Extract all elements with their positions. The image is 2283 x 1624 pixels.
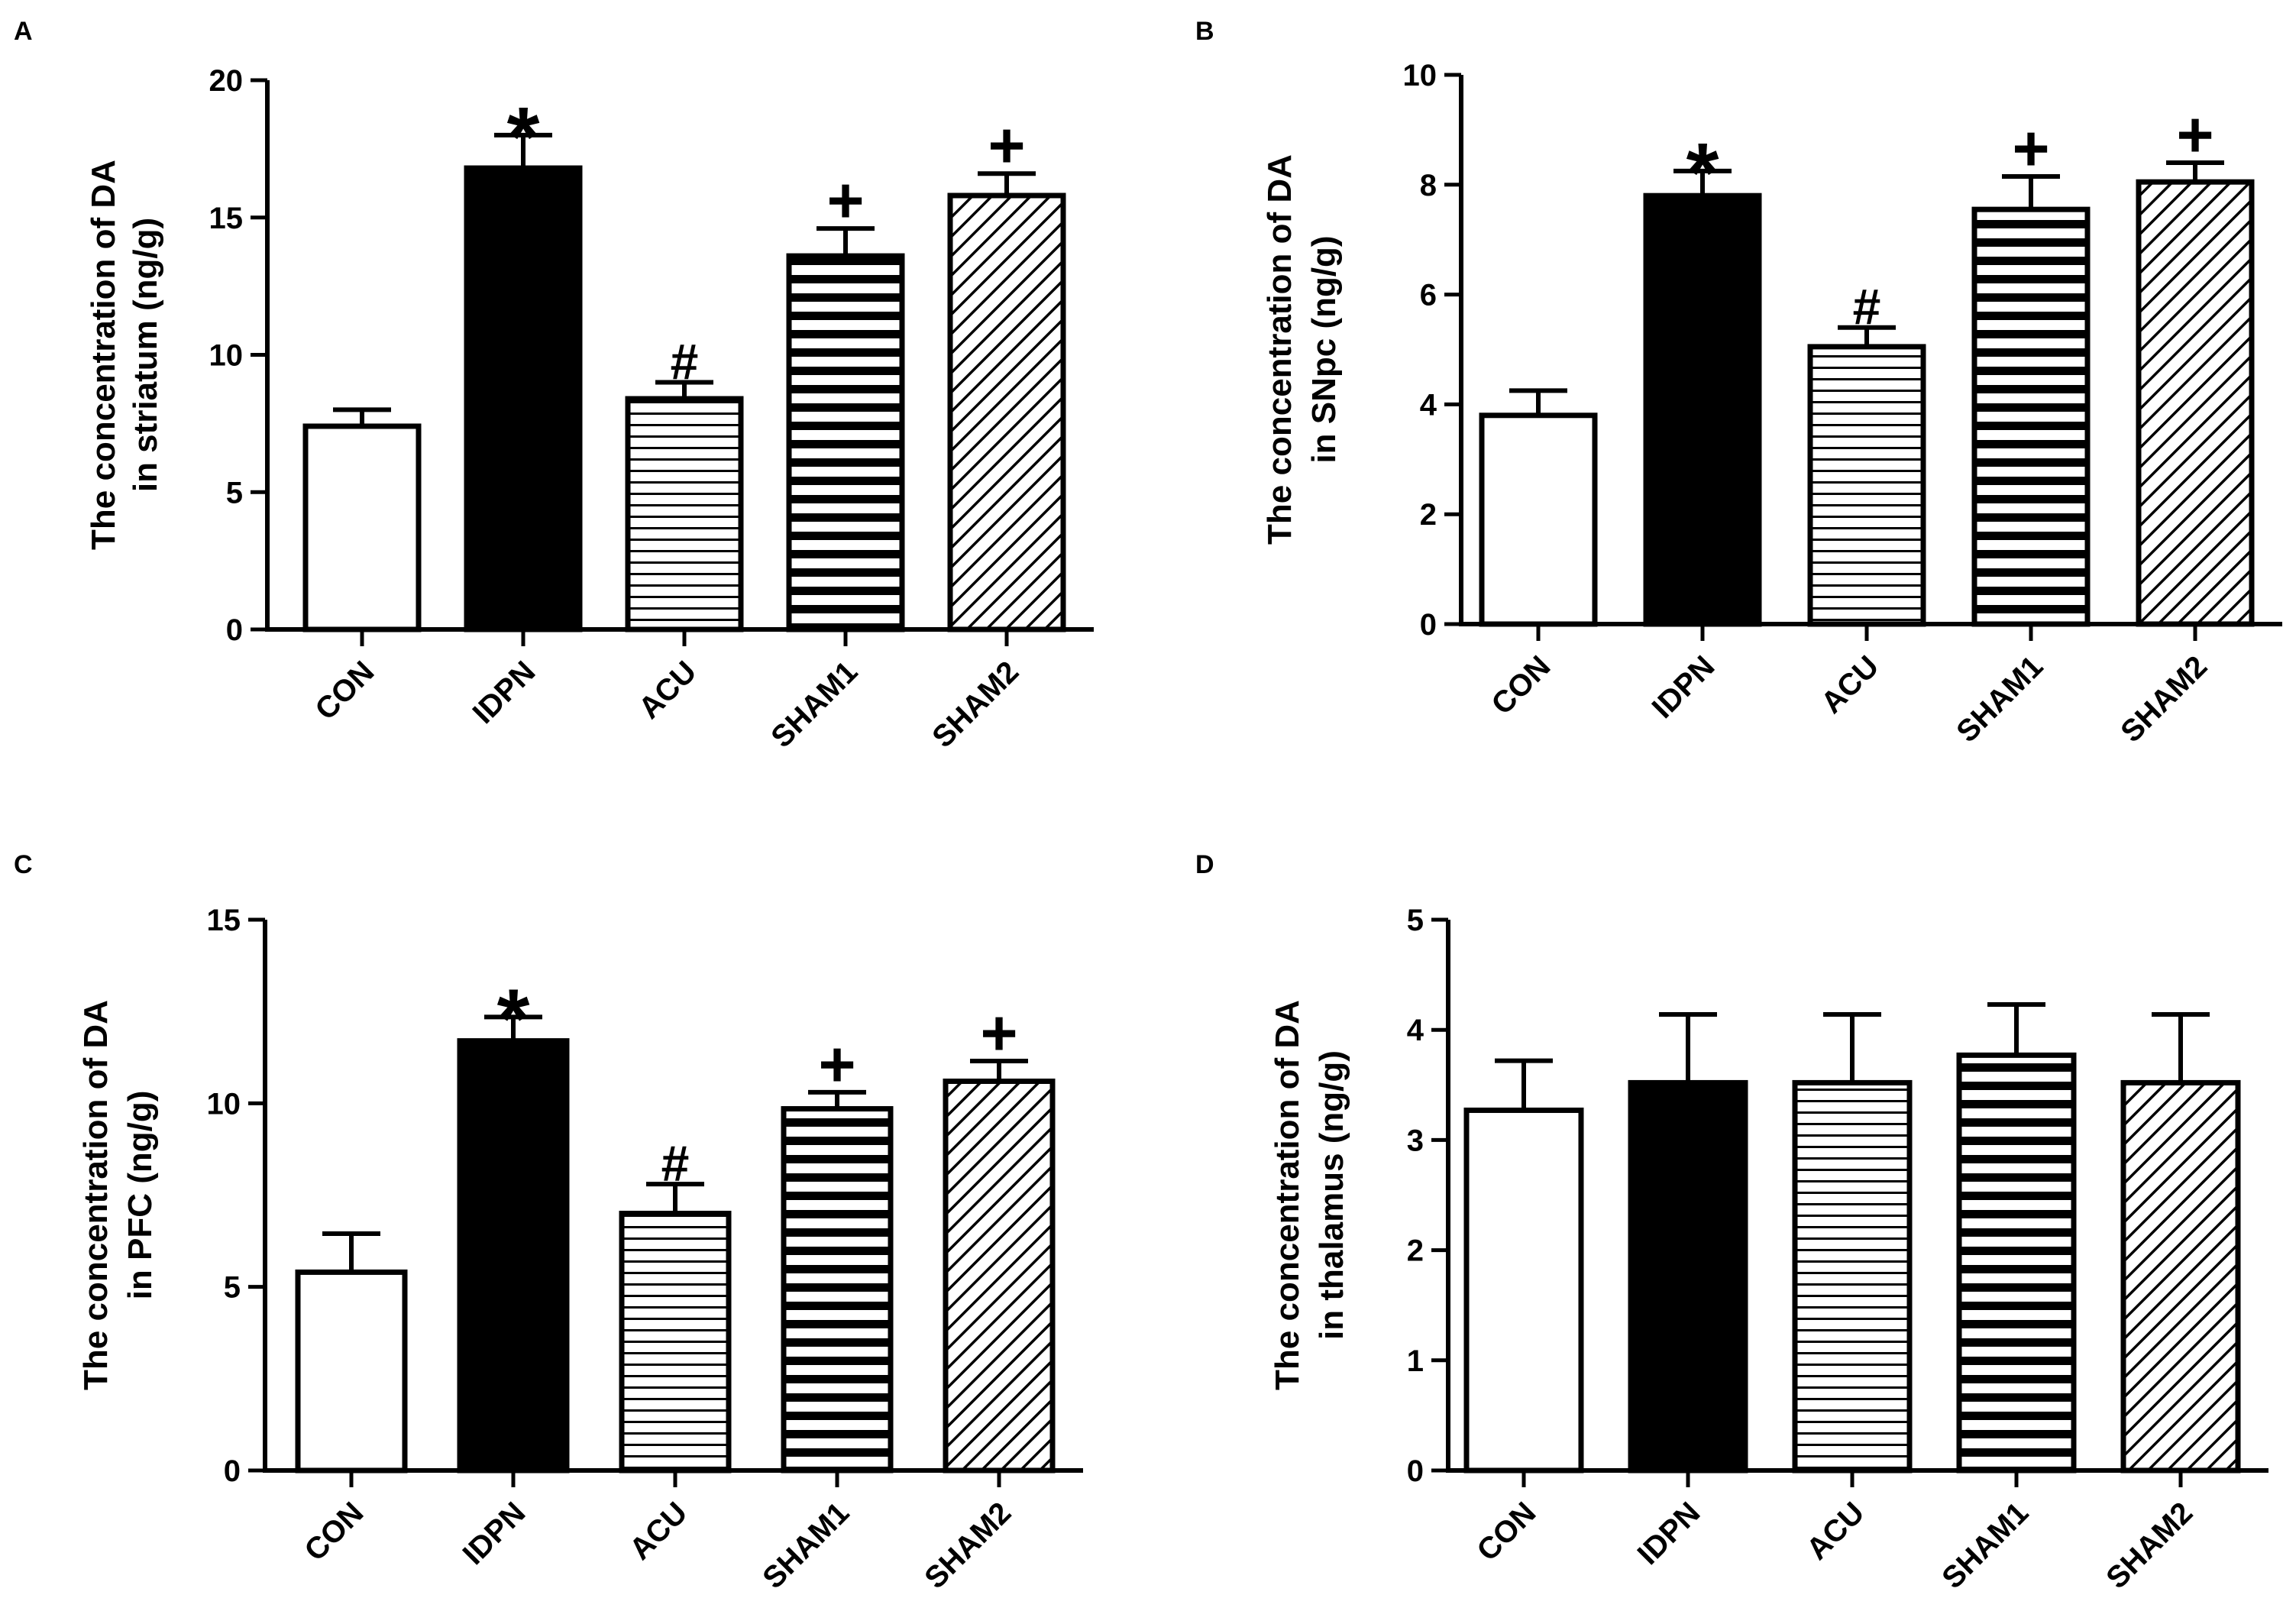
x-tick-label: ACU <box>632 655 703 725</box>
y-tick-label: 5 <box>226 476 243 510</box>
significance-marker: # <box>671 333 699 390</box>
y-tick-label: 2 <box>1407 1234 1424 1268</box>
y-axis-label-line1: The concentration of DA <box>77 1000 115 1390</box>
panel-d: D 0 1 2 3 4 5 The concentration of DA in thalamu… <box>1195 850 2268 1595</box>
bar-sham1 <box>1956 1052 2077 1474</box>
bar-acu <box>619 1211 732 1474</box>
panel-label: C <box>14 850 33 879</box>
bar-sham1 <box>781 1106 894 1474</box>
y-axis-label-line1: The concentration of DA <box>1269 1000 1306 1390</box>
x-tick-label: SHAM1 <box>765 655 864 754</box>
bar-idpn <box>1628 1079 1748 1474</box>
bar-acu <box>1807 344 1926 627</box>
x-tick-label: IDPN <box>1631 1496 1707 1571</box>
x-tick-label: SHAM2 <box>2100 1496 2199 1595</box>
x-tick-label: SHAM1 <box>1935 1496 2035 1595</box>
y-tick-label: 0 <box>226 613 243 647</box>
y-tick-label: 5 <box>224 1271 241 1305</box>
bar-idpn <box>1643 192 1762 627</box>
x-tick-label: CON <box>1485 649 1557 721</box>
significance-marker: * <box>507 90 540 184</box>
bar-idpn <box>464 165 583 632</box>
bar-sham2 <box>947 192 1066 632</box>
y-axis-label-line2: in thalamus (ng/g) <box>1313 1050 1350 1340</box>
y-tick-label: 6 <box>1420 279 1437 312</box>
bar-con <box>302 423 422 632</box>
x-tick-label: IDPN <box>457 1496 532 1571</box>
panel-label: A <box>14 17 33 46</box>
significance-marker: # <box>661 1135 690 1192</box>
x-tick-label: CON <box>1470 1496 1542 1567</box>
bar-acu <box>1792 1079 1913 1474</box>
x-tick-label: IDPN <box>1646 649 1722 725</box>
x-tick-label: CON <box>309 655 380 726</box>
significance-marker: + <box>2012 112 2049 184</box>
panel-label: D <box>1195 850 1214 879</box>
significance-marker: + <box>988 109 1025 181</box>
x-tick-label: ACU <box>1800 1496 1871 1566</box>
significance-marker: + <box>980 997 1017 1069</box>
y-tick-label: 2 <box>1420 498 1437 532</box>
y-tick-label: 10 <box>207 1087 241 1121</box>
bar-idpn <box>457 1038 570 1474</box>
y-tick-label: 0 <box>1420 608 1437 642</box>
x-tick-label: SHAM2 <box>2114 649 2213 749</box>
y-tick-label: 0 <box>224 1454 241 1488</box>
y-tick-label: 0 <box>1407 1454 1424 1488</box>
bar-sham2 <box>2136 179 2255 627</box>
y-tick-label: 4 <box>1407 1014 1424 1047</box>
y-tick-label: 15 <box>209 202 244 235</box>
x-tick-label: ACU <box>623 1496 694 1566</box>
significance-marker: * <box>497 972 530 1066</box>
x-tick-label: ACU <box>1815 649 1885 720</box>
y-tick-label: 1 <box>1407 1344 1424 1378</box>
bar-con <box>1479 412 1598 627</box>
x-tick-label: CON <box>298 1496 370 1567</box>
y-axis-label-line1: The concentration of DA <box>85 160 122 550</box>
y-axis-label-line2: in PFC (ng/g) <box>121 1091 159 1300</box>
y-tick-label: 10 <box>1403 59 1437 92</box>
y-tick-label: 15 <box>207 904 241 937</box>
y-axis-label-line1: The concentration of DA <box>1261 154 1298 545</box>
x-tick-label: SHAM2 <box>918 1496 1017 1595</box>
bar-acu <box>625 396 744 632</box>
bar-con <box>1463 1107 1584 1474</box>
panel-label: B <box>1195 17 1214 46</box>
x-tick-label: SHAM2 <box>926 655 1025 754</box>
panel-b: B 0 2 4 6 8 10 The concentration of DA in SNpc (… <box>1195 17 2282 749</box>
significance-marker: # <box>1853 279 1881 335</box>
y-axis-label-line2: in striatum (ng/g) <box>127 218 164 492</box>
y-axis-label-line2: in SNpc (ng/g) <box>1305 235 1343 463</box>
significance-marker: * <box>1686 126 1719 220</box>
y-tick-label: 5 <box>1407 904 1424 937</box>
significance-marker: + <box>2176 99 2213 170</box>
panel-c: C 0 5 10 15 The concentration of DA in PFC (ng… <box>14 850 1083 1595</box>
bar-con <box>295 1269 408 1474</box>
y-tick-label: 8 <box>1420 169 1437 202</box>
bar-sham2 <box>2120 1079 2241 1474</box>
bar-sham1 <box>1971 206 2091 627</box>
y-tick-label: 10 <box>209 339 244 373</box>
x-tick-label: IDPN <box>467 655 542 730</box>
x-tick-label: SHAM1 <box>1950 649 2049 749</box>
y-tick-label: 4 <box>1420 388 1437 422</box>
y-tick-label: 3 <box>1407 1124 1424 1157</box>
bar-sham2 <box>943 1078 1056 1474</box>
panel-a: A 0 5 10 15 20 The concentration of DA in stria… <box>14 17 1094 754</box>
significance-marker: + <box>818 1028 855 1100</box>
y-tick-label: 20 <box>209 64 244 98</box>
significance-marker: + <box>826 164 864 236</box>
bar-sham1 <box>786 253 905 632</box>
x-tick-label: SHAM1 <box>756 1496 855 1595</box>
